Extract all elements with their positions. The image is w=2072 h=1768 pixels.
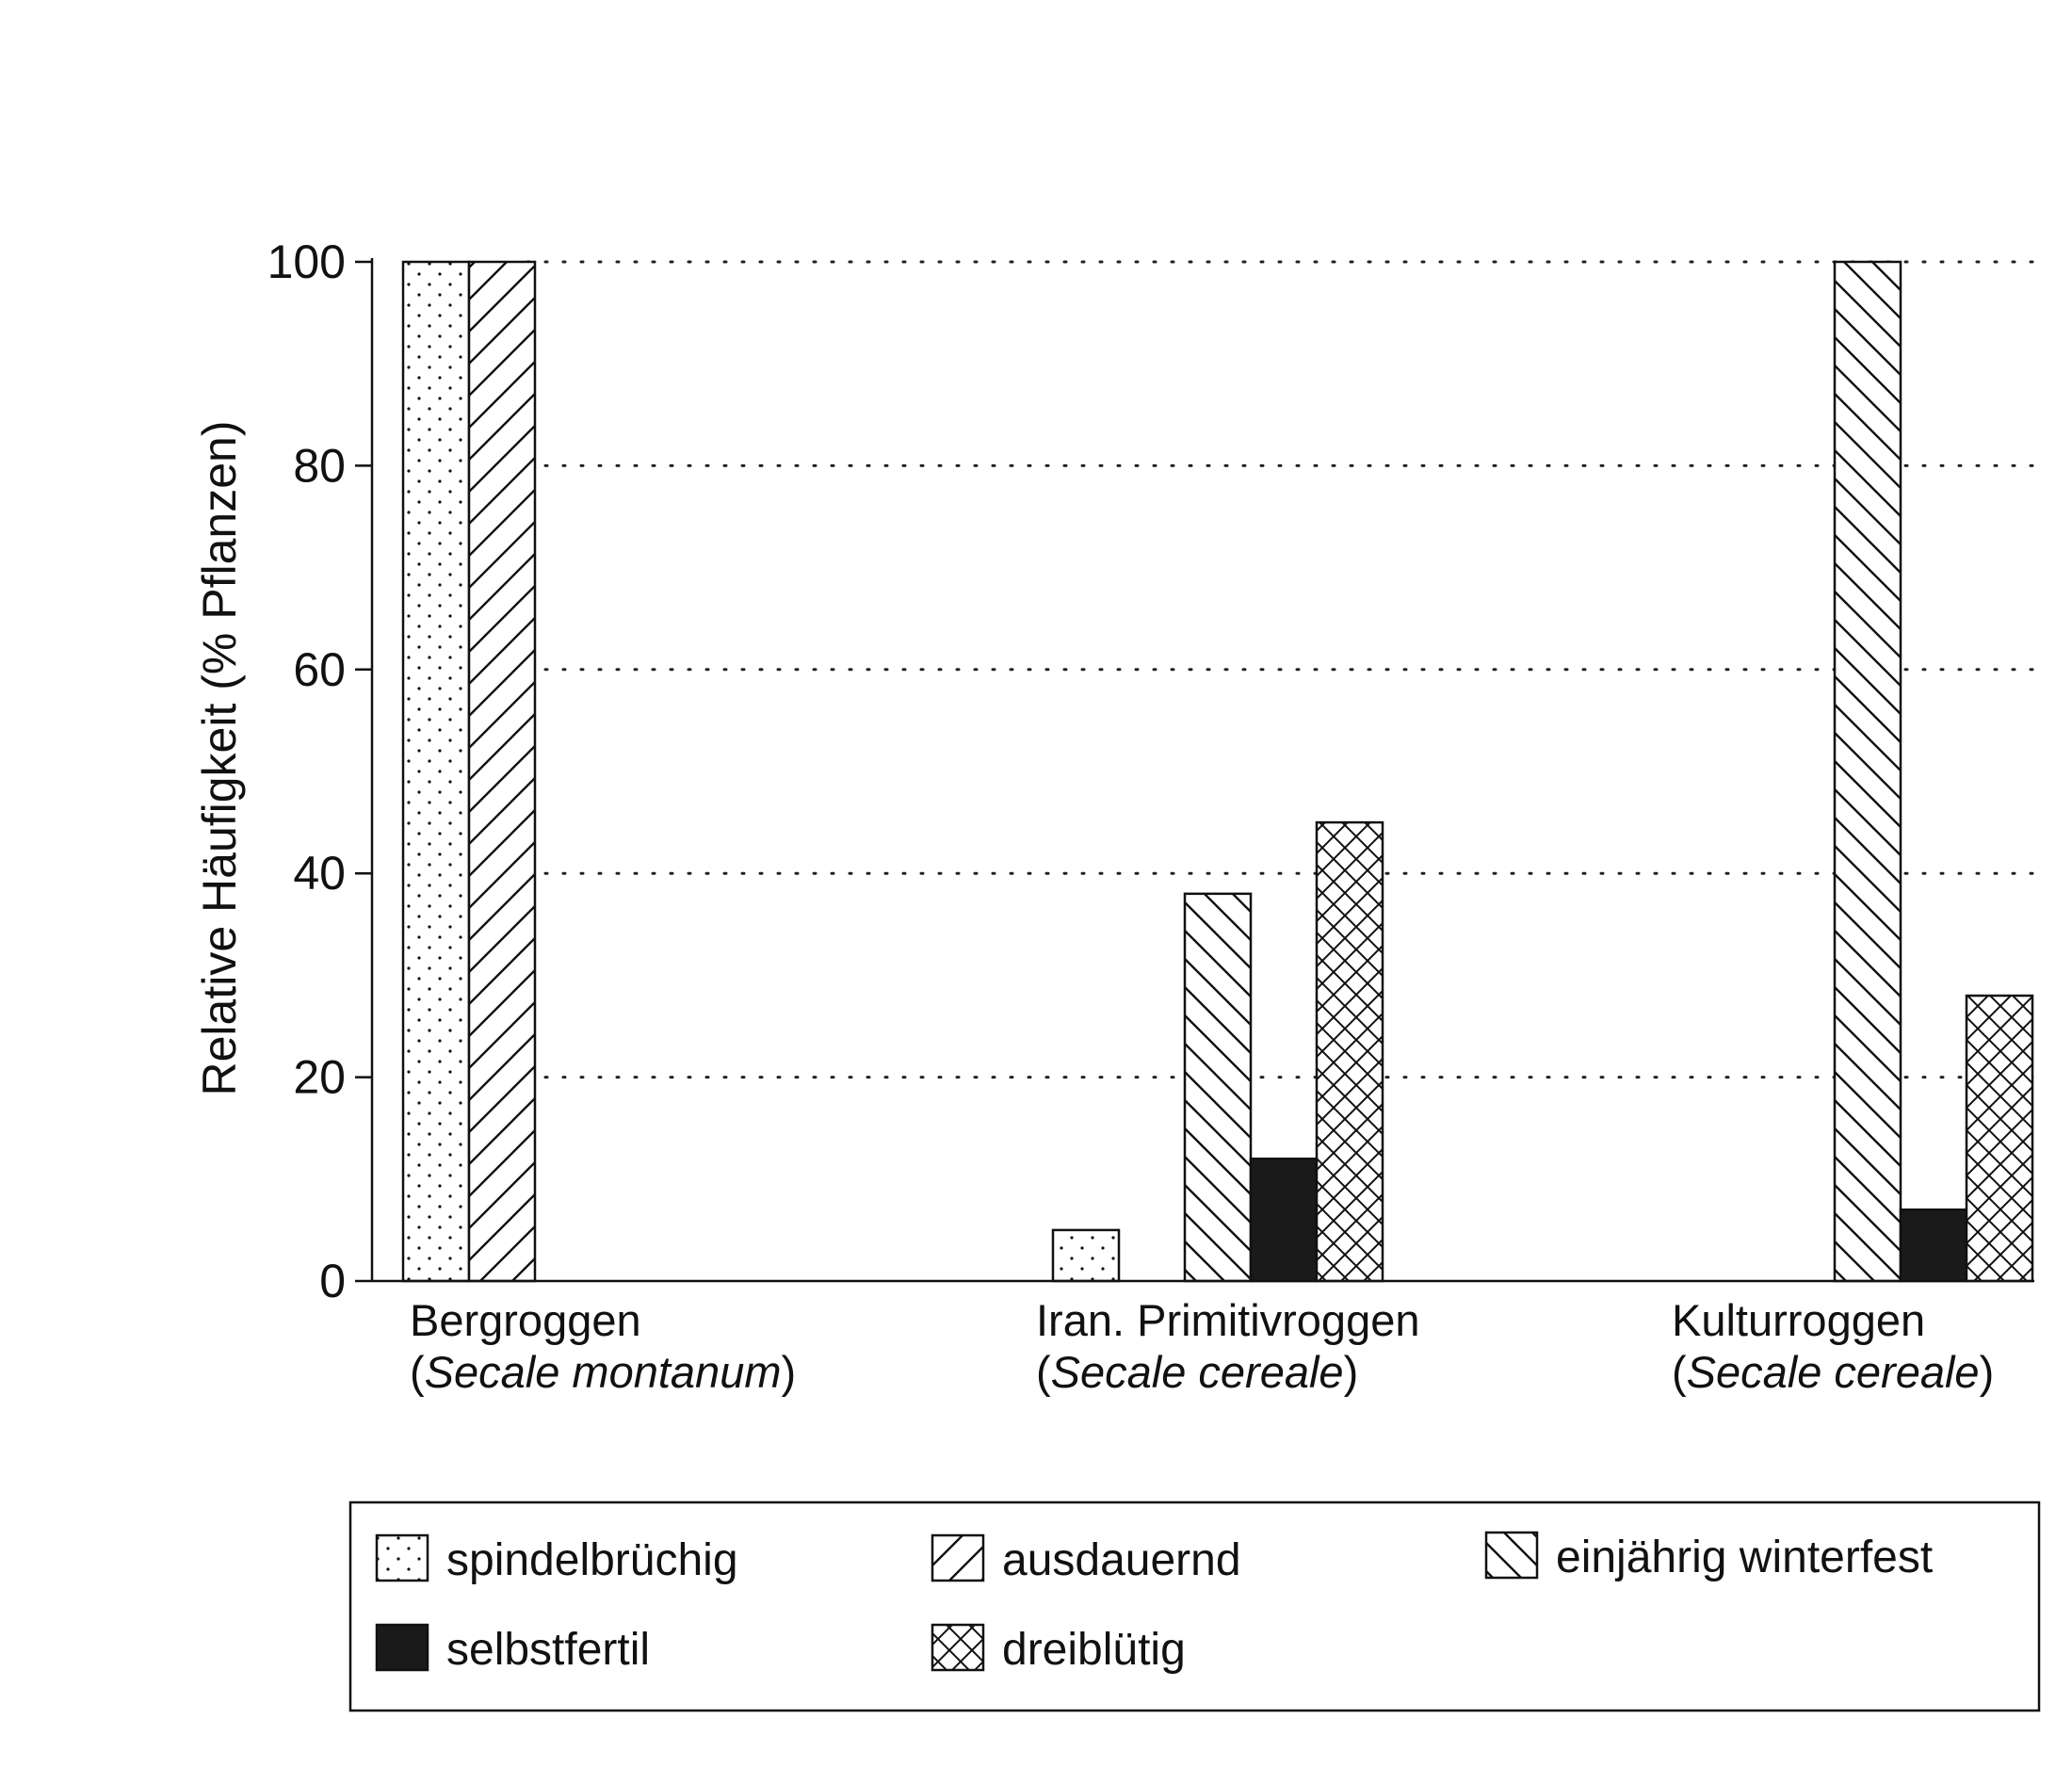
x-category-label-bergroggen: Bergroggen [410, 1295, 641, 1345]
bar-bergroggen-ausdauernd [467, 260, 537, 1283]
bars [401, 260, 2034, 1283]
x-category-label-iran-primitivroggen: Iran. Primitivroggen [1036, 1295, 1420, 1345]
y-tick-label-100: 100 [267, 235, 346, 288]
legend-swatch-einjahrig-winterfest [1484, 1531, 1539, 1580]
axes: 0 20 40 60 80 100 [267, 235, 2034, 1307]
legend-swatch-spindelbruchig [375, 1533, 429, 1582]
bar-iran-primitivroggen-spindelbruchig [1051, 1228, 1121, 1283]
bar-kulturroggen-dreiblutig [1965, 994, 2034, 1283]
x-category-label-kulturroggen: Kulturroggen [1672, 1295, 1925, 1345]
legend-item-ausdauernd: ausdauernd [931, 1533, 1241, 1585]
x-category-species-iran-primitivroggen: (Secale cereale) [1036, 1347, 1358, 1397]
y-tick-label-80: 80 [293, 439, 346, 492]
y-tick-label-0: 0 [319, 1255, 346, 1307]
x-category-species-kulturroggen: (Secale cereale) [1672, 1347, 1994, 1397]
legend-swatch-dreiblutig [931, 1623, 985, 1672]
legend-label-ausdauernd: ausdauernd [1002, 1535, 1241, 1585]
legend-label-spindelbruchig: spindelbrüchig [446, 1535, 738, 1585]
y-tick-label-60: 60 [293, 643, 346, 696]
legend-frame [348, 1500, 2041, 1712]
legend-item-selbstfertil: selbstfertil [375, 1623, 650, 1675]
y-axis-title: Relative Häufigkeit (% Pflanzen) [193, 421, 246, 1096]
bar-kulturroggen-selbstfertil [1899, 1208, 1968, 1283]
x-category-species-bergroggen: (Secale montanum) [410, 1347, 796, 1397]
bar-bergroggen-spindelbruchig [401, 260, 471, 1283]
legend-item-einjahrig-winterfest: einjährig winterfest [1484, 1531, 1933, 1582]
bar-kulturroggen-einjahrig-winterfest [1833, 260, 1902, 1283]
legend-label-dreiblutig: dreiblütig [1002, 1625, 1186, 1675]
legend-swatch-selbstfertil [375, 1623, 429, 1672]
legend: spindelbrüchig ausdauernd einjährig winter… [348, 1500, 2041, 1712]
legend-swatch-ausdauernd [931, 1533, 985, 1582]
legend-item-dreiblutig: dreiblütig [931, 1623, 1186, 1675]
y-tick-label-20: 20 [293, 1051, 346, 1104]
bar-iran-primitivroggen-einjahrig-winterfest [1183, 892, 1253, 1283]
legend-label-einjahrig-winterfest: einjährig winterfest [1556, 1533, 1933, 1582]
legend-label-selbstfertil: selbstfertil [446, 1625, 650, 1675]
gridlines [526, 260, 2036, 1079]
bar-iran-primitivroggen-selbstfertil [1249, 1157, 1319, 1283]
category-labels: Bergroggen(Secale montanum) Iran. Primiti… [410, 1295, 1994, 1397]
bar-iran-primitivroggen-dreiblutig [1315, 820, 1384, 1283]
y-tick-label-40: 40 [293, 847, 346, 900]
legend-item-spindelbruchig: spindelbrüchig [375, 1533, 738, 1585]
